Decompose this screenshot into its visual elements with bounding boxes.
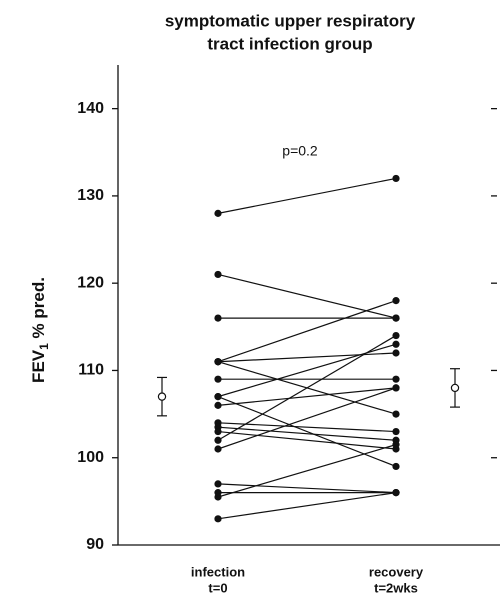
y-tick-label: 130 [77,187,104,204]
point [214,401,222,409]
y-label-sub: 1 [37,343,51,350]
pair-line [217,483,397,494]
x-tick-sublabel: t=0 [208,580,227,595]
x-tick-sublabel: t=2wks [374,580,418,595]
y-axis-label: FEV1 % pred. [29,277,51,383]
x-tick-label: recovery [369,564,424,579]
pair-line [217,335,397,441]
point [214,427,222,436]
point [214,445,222,453]
point [392,441,400,449]
point [214,515,222,523]
point [392,427,400,436]
point [392,174,400,183]
point [214,436,222,444]
point [392,340,400,348]
pair-line [217,426,397,441]
point [214,270,222,279]
point [214,314,222,322]
pair-line [217,177,397,214]
y-tick-label: 120 [77,274,104,291]
y-tick-label: 100 [77,449,104,466]
y-label-rest: % pred. [29,277,48,343]
point [392,314,400,322]
title-line: tract infection group [207,34,372,53]
y-tick-label: 90 [86,536,104,553]
annotation: p=0.2 [282,143,318,159]
point [214,493,222,501]
pair-line [217,422,397,433]
point [214,209,222,217]
pair-line [217,492,397,520]
point [214,393,222,401]
y-tick-label: 140 [77,100,104,117]
pair-line [217,444,397,498]
x-tick-label: infection [191,564,245,579]
pair-line [217,430,397,450]
mean-point [450,383,460,393]
point [214,480,222,488]
mean-point [157,392,167,401]
pair-line [217,352,397,363]
pair-line [217,273,397,319]
point [214,358,222,366]
point [392,489,400,497]
point [392,384,400,392]
y-label-main: FEV [29,349,48,383]
point [392,410,400,418]
point [392,349,400,357]
point [392,375,400,383]
pair-line [217,387,397,406]
point [392,331,400,340]
title-line: symptomatic upper respiratory [165,11,416,30]
point [392,462,400,471]
point [392,297,400,305]
point [214,375,222,383]
pair-line [217,300,397,363]
pair-line [217,396,397,468]
pair-line [217,387,397,450]
y-tick-label: 110 [78,362,104,379]
